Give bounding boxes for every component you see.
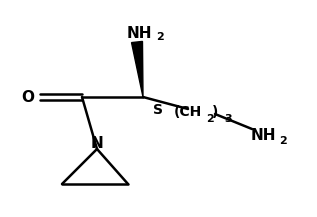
Text: NH: NH	[127, 26, 152, 41]
Text: 2: 2	[206, 114, 214, 124]
Text: O: O	[22, 89, 35, 105]
Text: (CH: (CH	[174, 105, 202, 119]
Text: NH: NH	[251, 128, 276, 143]
Text: S: S	[153, 103, 163, 117]
Text: 3: 3	[224, 114, 232, 124]
Text: N: N	[91, 135, 103, 151]
Text: 2: 2	[156, 32, 164, 42]
Text: ): )	[212, 105, 218, 119]
Text: 2: 2	[279, 136, 287, 146]
Polygon shape	[132, 41, 143, 97]
